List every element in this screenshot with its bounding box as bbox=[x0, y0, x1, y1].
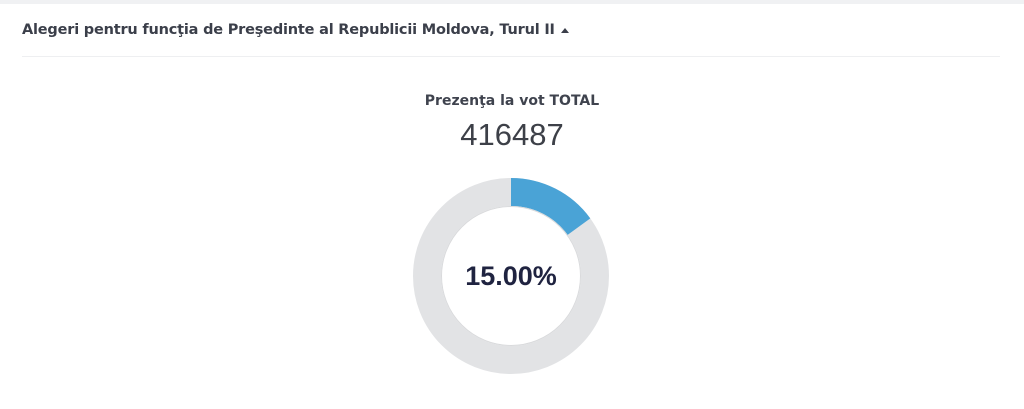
turnout-gauge bbox=[413, 178, 609, 374]
gauge-progress bbox=[510, 178, 591, 236]
top-strip bbox=[0, 0, 1024, 4]
caret-up-icon[interactable] bbox=[560, 27, 569, 33]
turnout-label: Prezenţa la vot TOTAL bbox=[424, 93, 600, 109]
section-header[interactable]: Alegeri pentru funcţia de Preşedinte al … bbox=[22, 4, 1000, 57]
turnout-total: 416487 bbox=[460, 117, 564, 152]
election-title[interactable]: Alegeri pentru funcţia de Preşedinte al … bbox=[22, 22, 555, 38]
gauge-inner-ring bbox=[441, 206, 581, 346]
turnout-percent: 15.00% bbox=[465, 260, 557, 291]
